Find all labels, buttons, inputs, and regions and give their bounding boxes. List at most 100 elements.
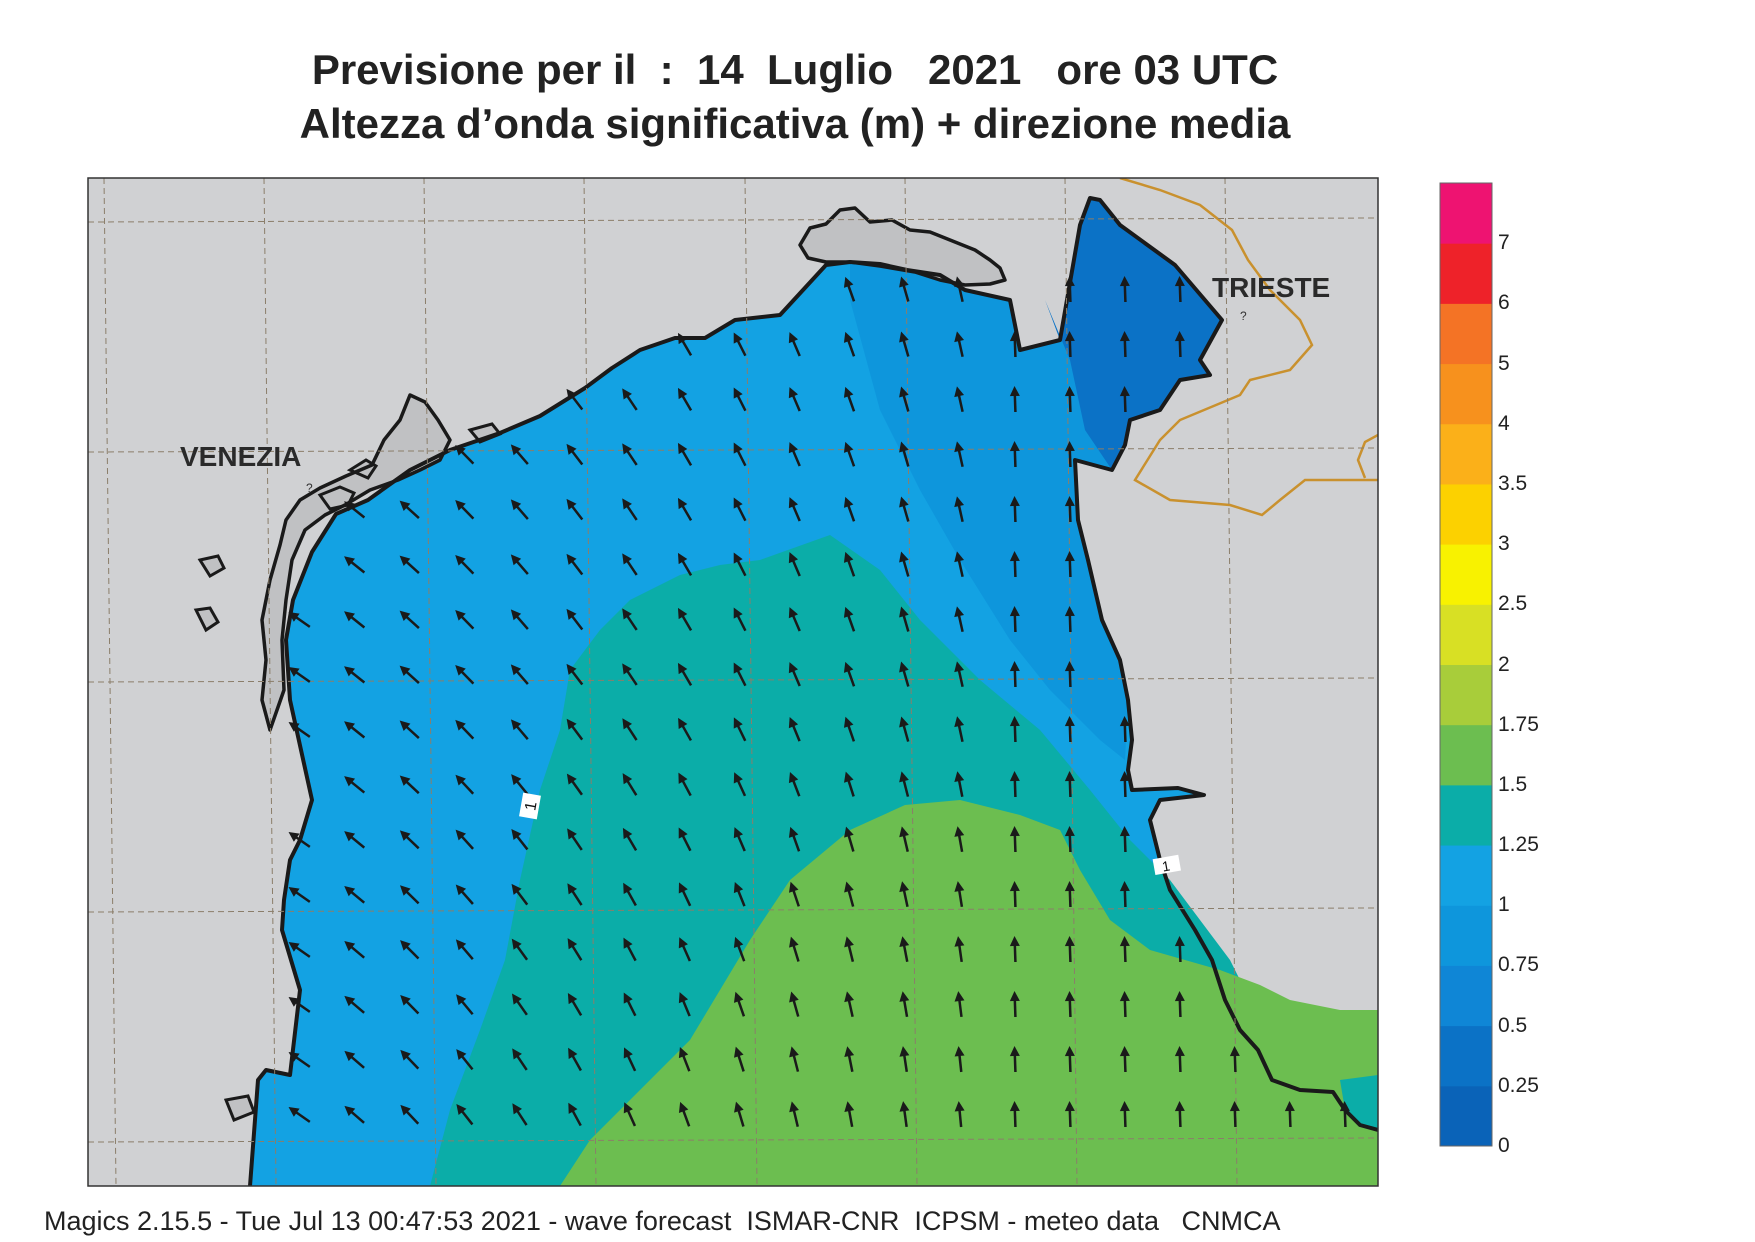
wave-direction-arrow: [899, 606, 910, 632]
wave-direction-arrow: [788, 552, 801, 577]
wave-direction-arrow: [455, 829, 474, 850]
wave-direction-arrow: [510, 444, 529, 465]
wave-direction-arrow: [399, 830, 420, 850]
wave-direction-arrow: [455, 664, 475, 685]
wave-direction-arrow: [566, 388, 584, 411]
wave-direction-arrow: [1064, 771, 1075, 798]
wave-direction-arrow: [1064, 661, 1075, 688]
wave-direction-arrow: [566, 443, 584, 466]
wave-direction-arrow: [1009, 881, 1020, 908]
wave-direction-arrow: [344, 611, 366, 629]
wave-direction-arrow: [1119, 991, 1130, 1018]
city-label-trieste: TRIESTE: [1212, 272, 1331, 303]
graticule-meridian: [263, 178, 277, 1186]
wave-direction-arrow: [288, 666, 311, 683]
wave-direction-arrow: [733, 717, 747, 742]
wave-direction-arrow: [1174, 1101, 1185, 1128]
graticule-meridian: [423, 178, 437, 1186]
map-title-line-1: Previsione per il : 14 Luglio 2021 ore 0…: [311, 46, 1279, 93]
wave-direction-arrow: [1284, 1101, 1295, 1128]
colorbar-label: 5: [1498, 351, 1510, 375]
wave-direction-arrow: [1009, 771, 1020, 798]
wave-direction-arrow: [733, 607, 747, 632]
wave-direction-arrow: [677, 387, 693, 411]
wave-direction-arrow: [1119, 1101, 1130, 1128]
map-frame: [87, 177, 1379, 1187]
wave-direction-arrow: [899, 936, 910, 963]
wave-direction-arrow: [344, 1105, 365, 1124]
wave-direction-arrow: [510, 609, 529, 630]
wave-direction-arrow: [733, 936, 746, 962]
wave-direction-arrow: [1229, 1046, 1240, 1073]
colorbar-swatch: [1440, 363, 1492, 425]
national-border: [1119, 178, 1378, 517]
colorbar-swatch: [1440, 845, 1492, 906]
wave-direction-arrow: [954, 551, 965, 577]
wave-direction-arrow: [1064, 826, 1075, 853]
wave-direction-arrow: [733, 442, 747, 467]
wave-direction-arrow: [511, 828, 529, 851]
wave-direction-arrow: [788, 662, 801, 687]
colorbar-swatch: [1440, 544, 1492, 605]
wave-direction-arrow: [567, 883, 583, 906]
wave-direction-arrow: [455, 499, 475, 520]
colorbar-swatch: [1440, 965, 1492, 1027]
wave-direction-arrow: [566, 663, 584, 686]
graticule-parallel: [88, 677, 1378, 683]
colorbar-label: 3: [1498, 532, 1510, 556]
wave-direction-arrow: [1009, 936, 1020, 963]
colorbar-label: 2: [1498, 652, 1510, 676]
lagoon-outline: [798, 206, 1007, 287]
wave-direction-arrow: [788, 497, 801, 522]
wave-direction-arrow: [677, 552, 693, 576]
wave-direction-arrow: [899, 991, 910, 1018]
wave-direction-arrow: [899, 881, 910, 907]
map-title-line-2: Altezza d’onda significativa (m) + direz…: [299, 100, 1291, 147]
lagoon-outline: [260, 393, 452, 732]
colorbar-label: 4: [1498, 411, 1510, 435]
wave-direction-arrow: [899, 386, 910, 412]
wave-direction-arrow: [566, 718, 584, 741]
wave-direction-arrow: [844, 771, 855, 797]
colorbar-label: 3.5: [1498, 471, 1528, 495]
wave-direction-arrow: [954, 386, 965, 412]
graticule-meridian: [583, 178, 597, 1186]
wave-direction-arrow: [622, 608, 638, 631]
wave-direction-arrow: [1009, 826, 1020, 853]
wave-direction-arrow: [1119, 331, 1130, 358]
colorbar-swatch: [1440, 1025, 1492, 1087]
national-border: [1356, 433, 1378, 479]
city-label-venezia: VENEZIA: [180, 441, 302, 472]
wave-direction-arrow: [344, 776, 366, 794]
wave-direction-arrow: [733, 387, 747, 412]
wave-direction-arrow: [455, 939, 474, 960]
wave-direction-arrow: [288, 1106, 311, 1123]
wave-direction-arrow: [400, 1104, 420, 1125]
wave-direction-arrow: [899, 441, 910, 467]
wave-direction-arrow: [399, 500, 420, 519]
trieste-marker-icon: ?: [1240, 309, 1247, 323]
wave-direction-arrow: [568, 1047, 582, 1072]
wave-direction-arrow: [400, 995, 420, 1015]
wave-direction-arrow: [788, 771, 801, 797]
wave-direction-arrow: [399, 720, 420, 740]
wave-direction-arrow: [455, 554, 475, 575]
wave-direction-arrow: [456, 994, 474, 1016]
wave-direction-arrow: [1064, 991, 1075, 1018]
wave-direction-arrows: [288, 276, 1350, 1128]
wave-direction-arrow: [344, 556, 366, 574]
wave-direction-arrow: [843, 331, 856, 357]
wave-direction-arrow: [512, 1048, 528, 1071]
wave-direction-arrow: [899, 496, 910, 522]
wave-direction-arrow: [1009, 606, 1020, 633]
wave-direction-arrow: [1064, 331, 1075, 358]
graticule-parallel: [88, 907, 1378, 913]
map-area: 1 1 ? ?: [88, 178, 1378, 1186]
wave-direction-arrow: [678, 772, 692, 797]
wave-direction-arrow: [899, 771, 910, 797]
colorbar: [1439, 182, 1493, 1147]
wave-direction-arrow: [678, 827, 692, 852]
wave-direction-arrow: [789, 991, 800, 1017]
wave-direction-arrow: [843, 276, 856, 302]
